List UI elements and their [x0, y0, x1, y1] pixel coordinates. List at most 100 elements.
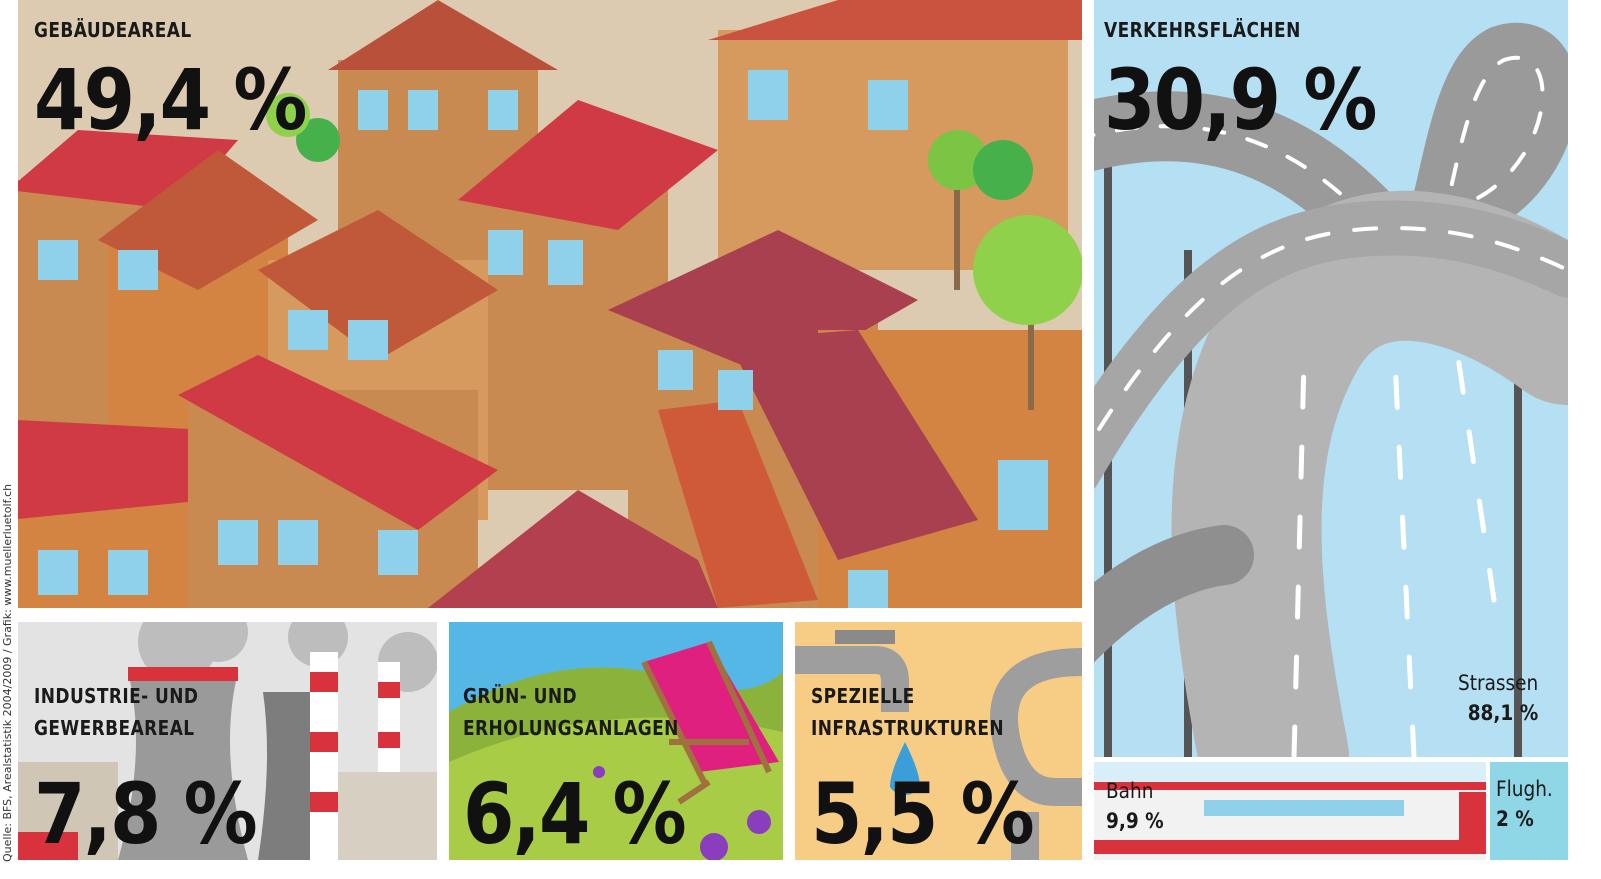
decoration — [973, 140, 1033, 200]
label-line: GEBÄUDEAREAL — [34, 18, 192, 42]
part-value: 88,1 % — [1458, 698, 1539, 728]
decoration — [1028, 280, 1034, 410]
part-rail: Bahn 9,9 % — [1106, 776, 1164, 836]
decoration — [328, 0, 558, 70]
panel-label: VERKEHRSFLÄCHEN — [1104, 14, 1301, 46]
decoration — [38, 240, 78, 280]
part-streets: Strassen 88,1 % — [1458, 668, 1538, 728]
panel-airport: Flugh. 2 % — [1490, 762, 1568, 860]
part-label: Flugh. — [1496, 777, 1553, 801]
decoration — [218, 520, 258, 565]
decoration — [928, 130, 988, 190]
panel-green: GRÜN- UND ERHOLUNGSANLAGEN 6,4 % — [449, 622, 783, 860]
decoration — [118, 672, 248, 860]
decoration — [868, 80, 908, 130]
label-line: ERHOLUNGSANLAGEN — [463, 716, 679, 740]
buildings-illustration — [18, 0, 1082, 608]
panel-infrastructure: SPEZIELLE INFRASTRUKTUREN 5,5 % — [795, 622, 1082, 860]
decoration — [1094, 22, 1568, 757]
decoration — [641, 640, 772, 805]
label-line: SPEZIELLE — [811, 684, 915, 708]
decoration — [848, 570, 888, 608]
decoration — [658, 350, 693, 390]
decoration — [954, 160, 960, 290]
decoration — [795, 646, 1082, 860]
panel-value: 30,9 % — [1104, 51, 1377, 149]
decoration — [835, 630, 895, 644]
panel-buildings: GEBÄUDEAREAL 49,4 % — [18, 0, 1082, 608]
decoration — [998, 460, 1048, 530]
label-line: VERKEHRSFLÄCHEN — [1104, 18, 1301, 42]
decoration — [658, 400, 818, 608]
decoration — [18, 420, 208, 519]
panel-value: 7,8 % — [34, 765, 258, 860]
decoration — [188, 622, 248, 662]
decoration — [718, 370, 753, 410]
decoration — [890, 742, 920, 796]
decoration — [378, 682, 400, 698]
decoration — [1094, 840, 1486, 854]
decoration — [1094, 226, 1568, 441]
industry-illustration — [18, 622, 437, 860]
decoration — [288, 310, 328, 350]
decoration — [118, 250, 158, 290]
panel-rail: Bahn 9,9 % — [1094, 762, 1486, 860]
decoration — [38, 550, 78, 595]
decoration — [296, 118, 340, 162]
label-line: INFRASTRUKTUREN — [811, 716, 1005, 740]
decoration — [728, 330, 978, 560]
panel-value: 6,4 % — [463, 765, 687, 860]
decoration — [348, 320, 388, 360]
decoration — [38, 70, 1048, 608]
decoration — [1291, 327, 1497, 757]
decoration — [428, 490, 718, 608]
label-line: GEWERBEAREAL — [34, 716, 195, 740]
part-value: 2 % — [1496, 804, 1553, 834]
decoration — [18, 832, 78, 860]
train-illustration — [1094, 782, 1486, 860]
decoration — [408, 90, 438, 130]
roads-illustration — [1094, 22, 1568, 757]
meadow-illustration — [449, 640, 783, 860]
part-airport: Flugh. 2 % — [1496, 774, 1553, 834]
label-line: INDUSTRIE- UND — [34, 684, 199, 708]
decoration — [358, 90, 388, 130]
decoration — [973, 215, 1082, 325]
decoration — [310, 732, 338, 752]
part-label: Strassen — [1458, 671, 1539, 695]
decoration — [1204, 800, 1404, 816]
decoration — [458, 100, 718, 230]
decoration — [748, 70, 788, 120]
decoration — [278, 520, 318, 565]
source-note: Quelle: BFS, Arealstatistik 2004/2009 / … — [1, 483, 14, 862]
decoration — [747, 810, 771, 834]
decoration — [258, 210, 498, 360]
decoration — [258, 692, 323, 860]
decoration — [641, 640, 772, 805]
decoration — [310, 672, 338, 692]
decoration — [708, 0, 1082, 40]
decoration — [108, 550, 148, 595]
decoration — [1514, 280, 1522, 757]
decoration — [1094, 782, 1486, 790]
panel-value: 5,5 % — [811, 765, 1035, 860]
decoration — [338, 772, 437, 860]
pipes-illustration — [795, 630, 1082, 860]
decoration — [488, 90, 518, 130]
decoration — [1094, 525, 1254, 663]
decoration — [990, 648, 1082, 806]
decoration — [178, 355, 498, 530]
part-value-text: 88,1 % — [1467, 701, 1539, 725]
decoration — [310, 652, 338, 860]
panel-industry: INDUSTRIE- UND GEWERBEAREAL 7,8 % — [18, 622, 437, 860]
decoration — [593, 766, 605, 778]
decoration — [548, 240, 583, 285]
decoration — [700, 833, 728, 860]
decoration — [266, 93, 1082, 410]
panel-label: GRÜN- UND ERHOLUNGSANLAGEN — [463, 680, 679, 744]
panel-traffic: VERKEHRSFLÄCHEN 30,9 % Strassen 88,1 % — [1094, 0, 1568, 757]
decoration — [310, 792, 338, 812]
decoration — [1204, 800, 1404, 816]
decoration — [1459, 792, 1486, 840]
